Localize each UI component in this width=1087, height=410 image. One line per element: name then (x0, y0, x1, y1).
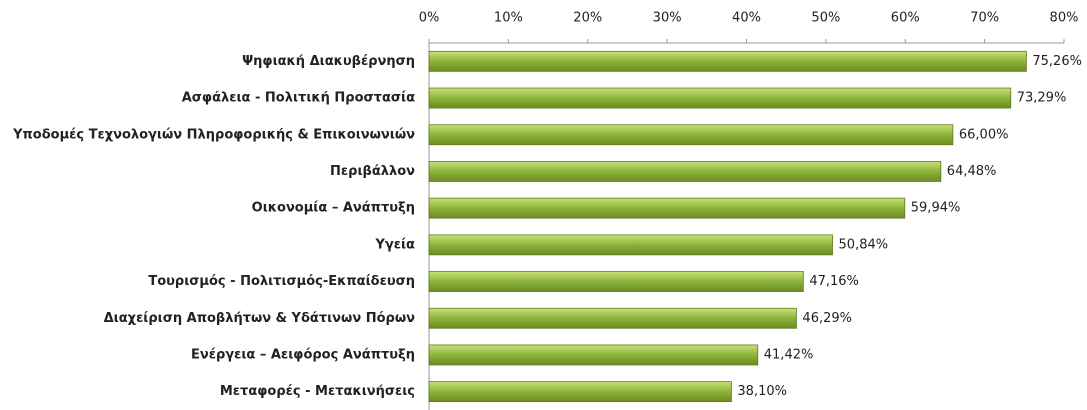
y-tick-label: Τουρισμός - Πολιτισμός-Εκπαίδευση (148, 274, 415, 289)
value-label: 46,29% (802, 311, 852, 326)
x-tick-label: 70% (970, 11, 999, 26)
x-tick-label: 80% (1050, 11, 1079, 26)
value-label: 64,48% (947, 164, 997, 179)
y-tick-label: Υποδομές Τεχνολογιών Πληροφορικής & Επικ… (12, 127, 415, 142)
y-tick-label: Οικονομία – Ανάπτυξη (252, 201, 415, 216)
x-tick-label: 60% (891, 11, 920, 26)
bar (428, 197, 906, 219)
bar (428, 87, 1012, 109)
y-tick-label: Υγεία (374, 237, 415, 252)
value-label: 75,26% (1032, 54, 1082, 69)
x-tick-label: 20% (573, 11, 602, 26)
y-tick-label: Μεταφορές - Μετακινήσεις (220, 384, 415, 399)
value-label: 66,00% (959, 127, 1009, 142)
x-tick-label: 50% (811, 11, 840, 26)
bar (428, 344, 759, 366)
x-tick-label: 40% (732, 11, 761, 26)
y-tick-label: Περιβάλλον (330, 164, 415, 179)
y-tick-label: Ψηφιακή Διακυβέρνηση (242, 54, 415, 69)
y-tick-label: Διαχείριση Αποβλήτων & Υδάτινων Πόρων (104, 311, 416, 326)
value-label: 41,42% (764, 347, 814, 362)
bar (428, 50, 1027, 72)
bar (428, 234, 833, 256)
y-tick-label: Ενέργεια – Αειφόρος Ανάπτυξη (191, 347, 415, 362)
bar (428, 307, 797, 329)
bar (428, 271, 804, 292)
x-tick-label: 10% (494, 11, 523, 26)
value-label: 38,10% (737, 384, 787, 399)
value-label: 59,94% (911, 201, 961, 216)
bar (428, 381, 732, 403)
bar (428, 161, 942, 182)
y-tick-label: Ασφάλεια - Πολιτική Προστασία (182, 91, 415, 106)
value-label: 50,84% (839, 237, 889, 252)
bar (428, 124, 954, 146)
value-label: 47,16% (809, 274, 859, 289)
value-label: 73,29% (1017, 91, 1067, 106)
x-tick-label: 30% (653, 11, 682, 26)
x-tick-label: 0% (419, 11, 440, 26)
